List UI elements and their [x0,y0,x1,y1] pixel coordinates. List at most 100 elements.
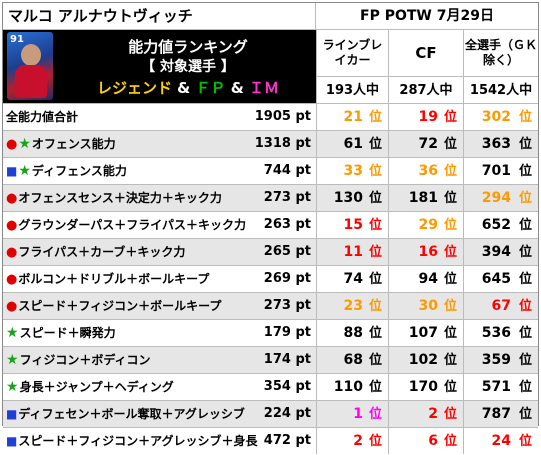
rank-cell: 294 位 [481,190,532,206]
col-count-cf: 287人中 [388,76,463,103]
stat-total: 273 pt [263,298,311,313]
rank-cell: 16 位 [418,244,458,260]
red-dot-icon: ● [6,272,18,287]
rank-cell: 33 位 [343,163,383,179]
rank-cell: 67 位 [491,298,533,314]
rank-cell: 36 位 [418,163,458,179]
blue-square-icon: ■ [6,164,18,178]
rank-cell: 19 位 [418,109,458,125]
stat-total: 174 pt [263,352,311,367]
rank-cell: 302 位 [481,109,532,125]
rank-cell: 645 位 [481,271,532,287]
table-row: ■スピード＋フィジコン＋アグレッシブ＋身長 472 pt 2 位 6 位 24 位 [3,427,538,454]
stat-total: 354 pt [263,379,311,394]
rank-cell: 130 位 [333,190,382,206]
table-row: ★スピード＋瞬発力 179 pt 88 位 107 位 536 位 [3,319,538,346]
table-row: ■★ディフェンス能力 744 pt 33 位 36 位 701 位 [3,157,538,184]
rank-cell: 72 位 [418,136,458,152]
rank-cell: 61 位 [343,136,383,152]
rank-cell: 571 位 [481,379,532,395]
banner: 91 能力値ランキング 【 対象選手 】 レジェンド & ＦＰ & ＩＭ [3,30,316,103]
stat-label: ★フィジコン＋ボディコン [6,347,251,373]
rank-cell: 363 位 [481,136,532,152]
col-count-linebreaker: 193人中 [316,76,388,103]
im-label: ＩＭ [249,79,280,97]
stat-total: 265 pt [263,244,311,259]
stat-label: ■ディフェセン＋ボール奪取＋アグレッシブ [6,401,251,427]
stat-label: ★スピード＋瞬発力 [6,320,251,346]
rank-cell: 23 位 [343,298,383,314]
red-dot-icon: ● [6,191,18,206]
stat-total: 472 pt [263,433,311,448]
banner-targets: レジェンド & ＦＰ & ＩＭ [63,77,313,98]
green-star-icon: ★ [18,136,31,152]
table-row: ●フライパス＋カーブ＋キック力 265 pt 11 位 16 位 394 位 [3,238,538,265]
stat-total: 273 pt [263,190,311,205]
rank-cell: 21 位 [343,109,383,125]
table-row: ●スピード＋フィジコン＋ボールキープ 273 pt 23 位 30 位 67 位 [3,292,538,319]
rank-cell: 394 位 [481,244,532,260]
event-title: FP POTW 7月29日 [316,3,538,30]
stat-label: ●スピード＋フィジコン＋ボールキープ [6,293,251,319]
player-rating: 91 [10,34,24,45]
stat-label: ■★ディフェンス能力 [6,158,251,184]
stat-total: 1905 pt [254,109,311,124]
green-star-icon: ★ [6,352,19,368]
red-dot-icon: ● [6,218,18,233]
stat-total: 224 pt [263,406,311,421]
rank-cell: 107 位 [408,325,457,341]
rank-cell: 102 位 [408,352,457,368]
table-row: ●グラウンダーパス＋フライパス＋キック力 263 pt 15 位 29 位 652 位 [3,211,538,238]
stat-total: 263 pt [263,217,311,232]
red-dot-icon: ● [6,137,18,152]
banner-title: 能力値ランキング [128,38,248,56]
green-star-icon: ★ [6,379,19,395]
rank-cell: 88 位 [343,325,383,341]
player-name: マルコ アルナウトヴィッチ [3,3,316,30]
table-row: 全能力値合計 1905 pt 21 位 19 位 302 位 [3,103,538,130]
stat-total: 744 pt [263,163,311,178]
banner-subtitle: 【 対象選手 】 [141,59,235,75]
blue-square-icon: ■ [6,407,18,421]
blue-square-icon: ■ [6,434,18,448]
rank-cell: 110 位 [333,379,382,395]
stat-label: ●フライパス＋カーブ＋キック力 [6,239,251,265]
rank-cell: 652 位 [481,217,532,233]
rank-cell: 24 位 [491,433,533,449]
red-dot-icon: ● [6,245,18,260]
red-dot-icon: ● [6,299,18,314]
stat-label: ●★オフェンス能力 [6,131,251,157]
fp-label: ＦＰ [195,79,226,97]
stat-total: 269 pt [263,271,311,286]
rank-cell: 30 位 [418,298,458,314]
col-header-linebreaker: ラインブレイカー [316,30,388,76]
rank-cell: 181 位 [408,190,457,206]
table-row: ■ディフェセン＋ボール奪取＋アグレッシブ 224 pt 1 位 2 位 787 位 [3,400,538,427]
rank-cell: 74 位 [343,271,383,287]
rank-cell: 11 位 [343,244,383,260]
rank-cell: 701 位 [481,163,532,179]
table-row: ★フィジコン＋ボディコン 174 pt 68 位 102 位 359 位 [3,346,538,373]
stat-label: 全能力値合計 [6,110,79,124]
stat-total: 1318 pt [254,136,311,151]
player-card-image: 91 [7,32,53,100]
table-row: ★身長＋ジャンプ＋ヘディング 354 pt 110 位 170 位 571 位 [3,373,538,400]
stat-label: ●オフェンスセンス＋決定力＋キック力 [6,185,251,211]
amp-1: & [171,79,196,97]
green-star-icon: ★ [6,325,19,341]
col-count-all: 1542人中 [463,76,538,103]
rank-cell: 15 位 [343,217,383,233]
stat-label: ■スピード＋フィジコン＋アグレッシブ＋身長 [6,428,258,454]
rank-cell: 359 位 [481,352,532,368]
rank-cell: 94 位 [418,271,458,287]
rank-cell: 787 位 [481,406,532,422]
amp-2: & [225,79,250,97]
table-row: ●オフェンスセンス＋決定力＋キック力 273 pt 130 位 181 位 294 位 [3,184,538,211]
rank-cell: 29 位 [418,217,458,233]
col-header-all: 全選手（ＧＫ除く） [463,30,538,76]
legend-label: レジェンド [96,79,172,97]
